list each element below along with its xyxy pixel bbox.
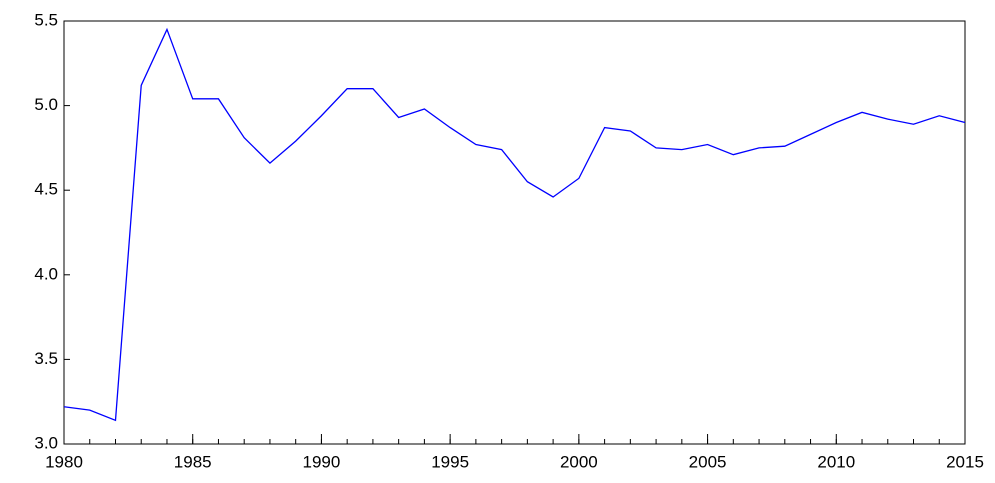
- x-tick-label: 2005: [689, 452, 727, 471]
- x-tick-label: 1990: [303, 452, 341, 471]
- y-tick-label: 5.5: [34, 10, 58, 29]
- x-tick-label: 1980: [45, 452, 83, 471]
- x-tick-label: 2000: [560, 452, 598, 471]
- y-tick-label: 5.0: [34, 95, 58, 114]
- plot-frame: [63, 20, 966, 445]
- line-series: [63, 27, 966, 422]
- y-tick-label: 4.0: [34, 264, 58, 283]
- x-tick-label: 2015: [946, 452, 984, 471]
- x-tick-label: 2010: [817, 452, 855, 471]
- y-tick-label: 3.0: [34, 433, 58, 452]
- y-tick-label: 3.5: [34, 349, 58, 368]
- x-tick-label: 1985: [174, 452, 212, 471]
- y-tick-label: 4.5: [34, 180, 58, 199]
- x-tick-label: 1995: [431, 452, 469, 471]
